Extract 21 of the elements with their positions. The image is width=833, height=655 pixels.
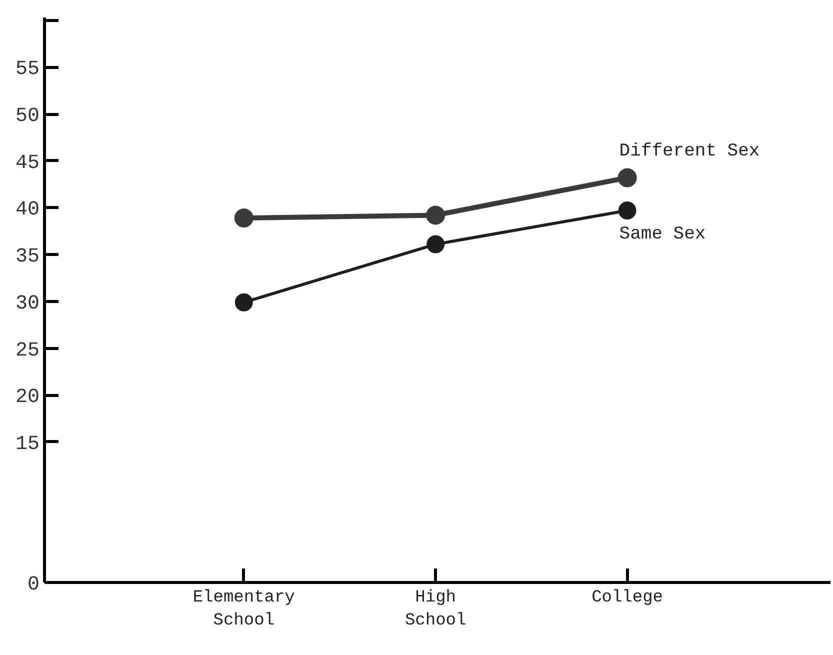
point bbox=[618, 202, 636, 220]
y-tick-label: 0 bbox=[28, 574, 40, 596]
y-tick-label: 15 bbox=[15, 432, 40, 456]
y-tick-label: 20 bbox=[15, 386, 40, 410]
y-tick-label: 55 bbox=[15, 58, 40, 82]
y-tick-label: 50 bbox=[15, 105, 40, 128]
series-label: Same Sex bbox=[619, 224, 706, 245]
y-tick-label: 45 bbox=[15, 152, 40, 175]
y-tick-label: 30 bbox=[15, 292, 40, 316]
point bbox=[234, 208, 254, 228]
point bbox=[426, 235, 445, 254]
y-tick-label: 40 bbox=[15, 198, 40, 222]
x-tick-label: College bbox=[592, 588, 664, 608]
point bbox=[618, 168, 637, 188]
y-tick-label: 35 bbox=[15, 246, 40, 269]
point bbox=[234, 293, 253, 312]
point bbox=[426, 206, 446, 225]
x-tick-label: High School bbox=[404, 588, 466, 630]
y-tick-label: 25 bbox=[15, 339, 40, 362]
series-label: Different Sex bbox=[619, 142, 760, 162]
x-tick-label: Elementary School bbox=[192, 588, 295, 630]
